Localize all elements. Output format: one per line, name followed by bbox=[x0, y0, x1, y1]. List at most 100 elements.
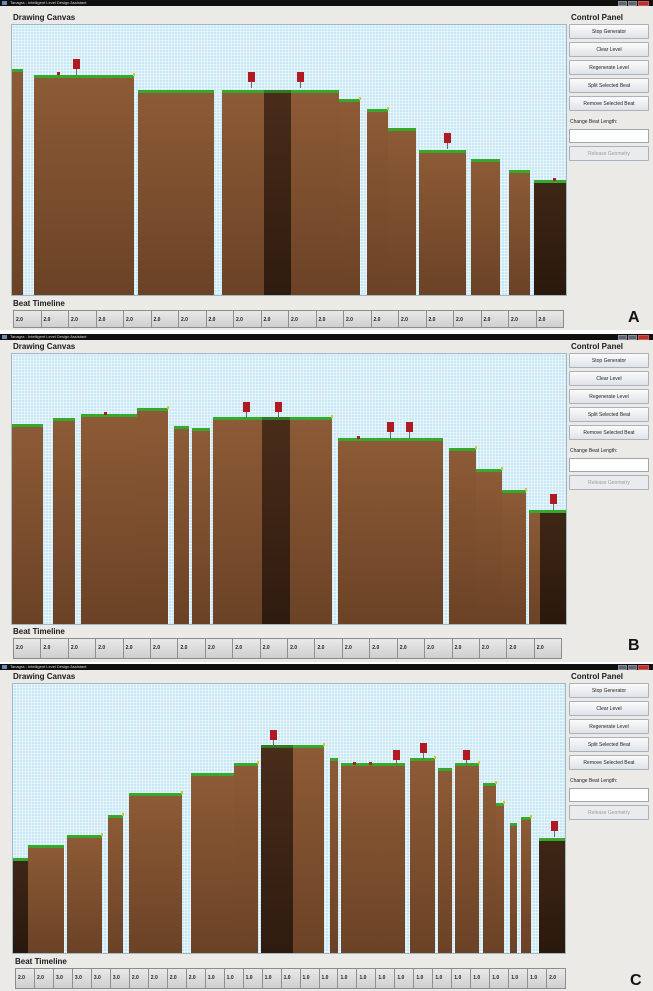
beat-segment[interactable]: 2.0 bbox=[148, 969, 168, 988]
drawing-canvas[interactable] bbox=[11, 353, 567, 625]
maximize-button[interactable] bbox=[628, 664, 637, 670]
beat-segment[interactable]: 2.0 bbox=[536, 311, 563, 327]
platform[interactable] bbox=[529, 510, 540, 624]
clear-level-button[interactable]: Clear Level bbox=[569, 42, 649, 57]
platform[interactable] bbox=[502, 488, 527, 624]
regenerate-level-button[interactable]: Regenerate Level bbox=[569, 719, 649, 734]
selected-beat-platform[interactable] bbox=[262, 417, 290, 624]
enemy[interactable] bbox=[393, 750, 400, 766]
beat-segment[interactable]: 3.0 bbox=[53, 969, 73, 988]
enemy[interactable] bbox=[444, 133, 451, 149]
beat-segment[interactable]: 2.0 bbox=[233, 639, 261, 658]
beat-length-input[interactable] bbox=[569, 129, 649, 143]
beat-segment[interactable]: 2.0 bbox=[14, 311, 42, 327]
beat-segment[interactable]: 2.0 bbox=[167, 969, 187, 988]
beat-segment[interactable]: 2.0 bbox=[342, 639, 371, 658]
enemy[interactable] bbox=[297, 72, 304, 88]
spike-hazard[interactable] bbox=[553, 178, 556, 181]
spike-hazard[interactable] bbox=[353, 762, 356, 765]
spike-hazard[interactable] bbox=[57, 72, 60, 75]
enemy[interactable] bbox=[551, 821, 558, 837]
platform[interactable] bbox=[222, 90, 264, 295]
split-selected-beat-button[interactable]: Split Selected Beat bbox=[569, 78, 649, 93]
platform[interactable] bbox=[438, 768, 452, 953]
beat-segment[interactable]: 2.0 bbox=[14, 639, 42, 658]
enemy[interactable] bbox=[243, 402, 250, 418]
beat-segment[interactable]: 2.0 bbox=[206, 311, 234, 327]
beat-length-input[interactable] bbox=[569, 458, 649, 472]
platform[interactable] bbox=[138, 90, 214, 295]
beat-segment[interactable]: 2.0 bbox=[371, 311, 399, 327]
beat-segment[interactable]: 2.0 bbox=[96, 311, 124, 327]
beat-segment[interactable]: 2.0 bbox=[288, 639, 316, 658]
split-selected-beat-button[interactable]: Split Selected Beat bbox=[569, 407, 649, 422]
beat-timeline[interactable]: 2.0 2.0 2.0 2.0 2.0 2.0 2.0 2.0 2.0 2.0 2.0 2.0 2.0 2… bbox=[13, 310, 564, 328]
platform[interactable] bbox=[28, 845, 64, 953]
platform[interactable] bbox=[534, 180, 566, 295]
enemy[interactable] bbox=[406, 422, 413, 438]
platform[interactable] bbox=[339, 97, 361, 295]
beat-segment[interactable]: 1.0 bbox=[433, 969, 453, 988]
beat-segment[interactable]: 2.0 bbox=[534, 639, 562, 658]
beat-segment[interactable]: 2.0 bbox=[179, 311, 207, 327]
enemy[interactable] bbox=[73, 59, 80, 75]
platform[interactable] bbox=[174, 426, 189, 624]
beat-segment[interactable]: 2.0 bbox=[186, 969, 206, 988]
beat-segment[interactable]: 2.0 bbox=[261, 311, 289, 327]
stop-generator-button[interactable]: Stop Generator bbox=[569, 24, 649, 39]
beat-segment[interactable]: 2.0 bbox=[479, 639, 508, 658]
beat-segment[interactable]: 1.0 bbox=[357, 969, 377, 988]
drawing-canvas[interactable] bbox=[12, 683, 566, 954]
beat-segment[interactable]: 2.0 bbox=[96, 639, 124, 658]
beat-segment[interactable]: 3.0 bbox=[110, 969, 130, 988]
close-button[interactable] bbox=[638, 664, 649, 670]
beat-segment[interactable]: 1.0 bbox=[471, 969, 491, 988]
platform[interactable] bbox=[293, 743, 325, 953]
platform[interactable] bbox=[471, 159, 500, 295]
platform[interactable] bbox=[67, 833, 103, 953]
release-geometry-button[interactable]: Release Geometry bbox=[569, 146, 649, 161]
release-geometry-button[interactable]: Release Geometry bbox=[569, 805, 649, 820]
beat-segment[interactable]: 2.0 bbox=[315, 639, 343, 658]
drawing-canvas[interactable] bbox=[11, 24, 567, 296]
beat-segment[interactable]: 1.0 bbox=[414, 969, 434, 988]
platform[interactable] bbox=[129, 791, 183, 953]
beat-segment[interactable]: 2.0 bbox=[547, 969, 566, 988]
enemy[interactable] bbox=[270, 730, 277, 746]
enemy[interactable] bbox=[387, 422, 394, 438]
beat-segment[interactable]: 1.0 bbox=[281, 969, 301, 988]
beat-segment[interactable]: 2.0 bbox=[178, 639, 206, 658]
beat-segment[interactable]: 2.0 bbox=[124, 311, 152, 327]
beat-segment[interactable]: 2.0 bbox=[41, 639, 69, 658]
platform[interactable] bbox=[213, 417, 262, 624]
platform[interactable] bbox=[13, 858, 28, 953]
platform[interactable] bbox=[410, 756, 436, 953]
split-selected-beat-button[interactable]: Split Selected Beat bbox=[569, 737, 649, 752]
beat-segment[interactable]: 1.0 bbox=[319, 969, 339, 988]
regenerate-level-button[interactable]: Regenerate Level bbox=[569, 60, 649, 75]
stop-generator-button[interactable]: Stop Generator bbox=[569, 683, 649, 698]
platform[interactable] bbox=[290, 415, 333, 624]
beat-segment[interactable]: 1.0 bbox=[528, 969, 548, 988]
platform[interactable] bbox=[12, 69, 23, 295]
beat-segment[interactable]: 2.0 bbox=[16, 969, 35, 988]
enemy[interactable] bbox=[463, 750, 470, 766]
beat-segment[interactable]: 1.0 bbox=[452, 969, 472, 988]
enemy[interactable] bbox=[550, 494, 557, 510]
release-geometry-button[interactable]: Release Geometry bbox=[569, 475, 649, 490]
platform[interactable] bbox=[419, 150, 466, 295]
beat-segment[interactable]: 2.0 bbox=[507, 639, 535, 658]
beat-segment[interactable]: 2.0 bbox=[68, 639, 97, 658]
beat-segment[interactable]: 2.0 bbox=[316, 311, 344, 327]
platform[interactable] bbox=[483, 781, 497, 953]
beat-segment[interactable]: 2.0 bbox=[151, 639, 179, 658]
beat-segment[interactable]: 2.0 bbox=[452, 639, 480, 658]
platform[interactable] bbox=[137, 406, 169, 624]
stop-generator-button[interactable]: Stop Generator bbox=[569, 353, 649, 368]
platform[interactable] bbox=[509, 170, 530, 295]
platform[interactable] bbox=[108, 813, 124, 953]
beat-segment[interactable]: 2.0 bbox=[399, 311, 427, 327]
beat-segment[interactable]: 2.0 bbox=[289, 311, 317, 327]
beat-segment[interactable]: 2.0 bbox=[205, 639, 234, 658]
beat-length-input[interactable] bbox=[569, 788, 649, 802]
